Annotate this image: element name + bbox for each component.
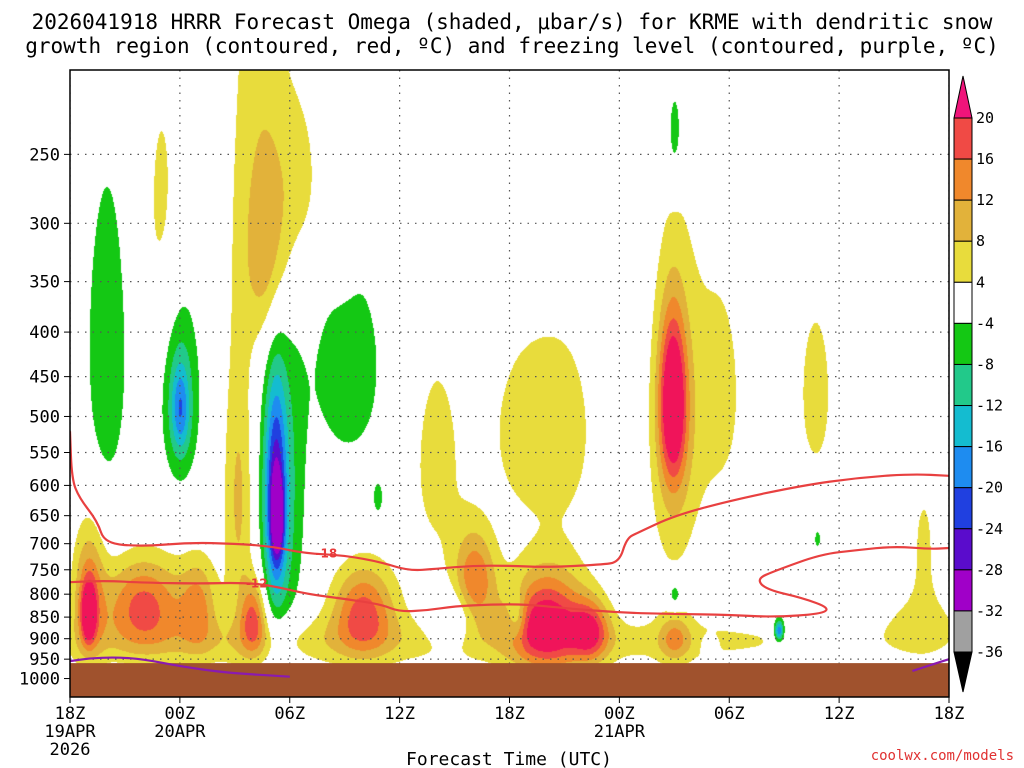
x-tick-label: 20APR — [154, 722, 206, 742]
y-tick-label: 700 — [29, 535, 60, 555]
x-tick-label: 19APR — [44, 722, 96, 742]
x-tick-label: 00Z — [165, 704, 196, 724]
dendritic-contour-minus-18-label: -18 — [316, 546, 338, 560]
ground-layer — [70, 663, 949, 697]
x-tick-label: 06Z — [274, 704, 305, 724]
y-tick-label: 450 — [29, 368, 60, 388]
colorbar-top-arrow — [953, 75, 973, 119]
x-tick-label: 18Z — [55, 704, 86, 724]
y-tick-label: 950 — [29, 650, 60, 670]
colorbar-swatch — [953, 158, 973, 201]
chart-title-line-2: growth region (contoured, red, ºC) and f… — [25, 34, 999, 58]
y-tick-label: 800 — [29, 585, 60, 605]
colorbar-label: 4 — [976, 273, 985, 291]
colorbar-label: -12 — [976, 397, 1003, 415]
colorbar-label: -8 — [976, 355, 994, 373]
y-tick-label: 350 — [29, 273, 60, 293]
x-axis-title: Forecast Time (UTC) — [406, 749, 612, 768]
colorbar-label: -36 — [976, 643, 1003, 661]
colorbar-label: -32 — [976, 602, 1003, 620]
freezing-level-contour — [70, 656, 290, 678]
colorbar-swatch — [953, 446, 973, 489]
y-tick-label: 550 — [29, 444, 60, 464]
colorbar-label: 16 — [976, 150, 994, 168]
omega-shaded-field — [70, 70, 949, 697]
y-tick-label: 600 — [29, 476, 60, 496]
y-tick-label: 400 — [29, 323, 60, 343]
x-tick-label: 00Z — [604, 704, 635, 724]
colorbar-label: -16 — [976, 438, 1003, 456]
colorbar-label: -20 — [976, 479, 1003, 497]
colorbar-bottom-arrow — [953, 651, 973, 693]
freezing-level-contour-right — [912, 658, 949, 672]
y-tick-label: 650 — [29, 507, 60, 527]
chart-title-line-1: 2026041918 HRRR Forecast Omega (shaded, … — [32, 10, 993, 34]
dendritic-contour-minus-12 — [70, 546, 949, 618]
colorbar-swatch — [953, 610, 973, 653]
colorbar-swatch — [953, 281, 973, 324]
colorbar-swatch — [953, 322, 973, 365]
x-tick-label: 06Z — [714, 704, 745, 724]
colorbar-swatch — [953, 363, 973, 407]
y-tick-label: 850 — [29, 608, 60, 628]
colorbar-label: -4 — [976, 314, 994, 332]
colorbar-swatch — [953, 405, 973, 448]
dendritic-contour-minus-12-label: -12 — [246, 577, 268, 591]
x-tick-label: 18Z — [494, 704, 525, 724]
x-tick-label: 12Z — [384, 704, 415, 724]
colorbar-swatch — [953, 199, 973, 242]
colorbar-label: -24 — [976, 520, 1003, 538]
colorbar-swatch — [953, 240, 973, 283]
contour-layer: -18 -12 — [70, 431, 949, 678]
y-tick-label: 750 — [29, 561, 60, 581]
credit-text: coolwx.com/models — [871, 748, 1014, 764]
plot-area: -18 -12 — [70, 70, 949, 697]
y-tick-label: 250 — [29, 145, 60, 165]
x-tick-label: 2026 — [50, 740, 91, 760]
x-tick-label: 21APR — [594, 722, 646, 742]
y-tick-label: 300 — [29, 214, 60, 234]
colorbar: 20 16 12 8 4 -4 -8 -12 -16 -20 -24 -28 -32 -36 — [953, 75, 1003, 693]
y-axis: 2503003504004505005506006507007508008509… — [19, 145, 70, 690]
ground-fill — [70, 663, 949, 697]
colorbar-label: 20 — [976, 109, 994, 127]
colorbar-swatch — [953, 117, 973, 160]
colorbar-swatch — [953, 569, 973, 612]
colorbar-swatch — [953, 487, 973, 530]
y-tick-label: 500 — [29, 407, 60, 427]
x-tick-label: 12Z — [824, 704, 855, 724]
colorbar-label: 12 — [976, 191, 994, 209]
x-tick-label: 18Z — [934, 704, 965, 724]
y-tick-label: 900 — [29, 630, 60, 650]
dendritic-contour-minus-18 — [70, 431, 949, 572]
colorbar-label: 8 — [976, 232, 985, 250]
y-tick-label: 1000 — [19, 670, 60, 690]
colorbar-label: -28 — [976, 561, 1003, 579]
colorbar-swatch — [953, 528, 973, 571]
